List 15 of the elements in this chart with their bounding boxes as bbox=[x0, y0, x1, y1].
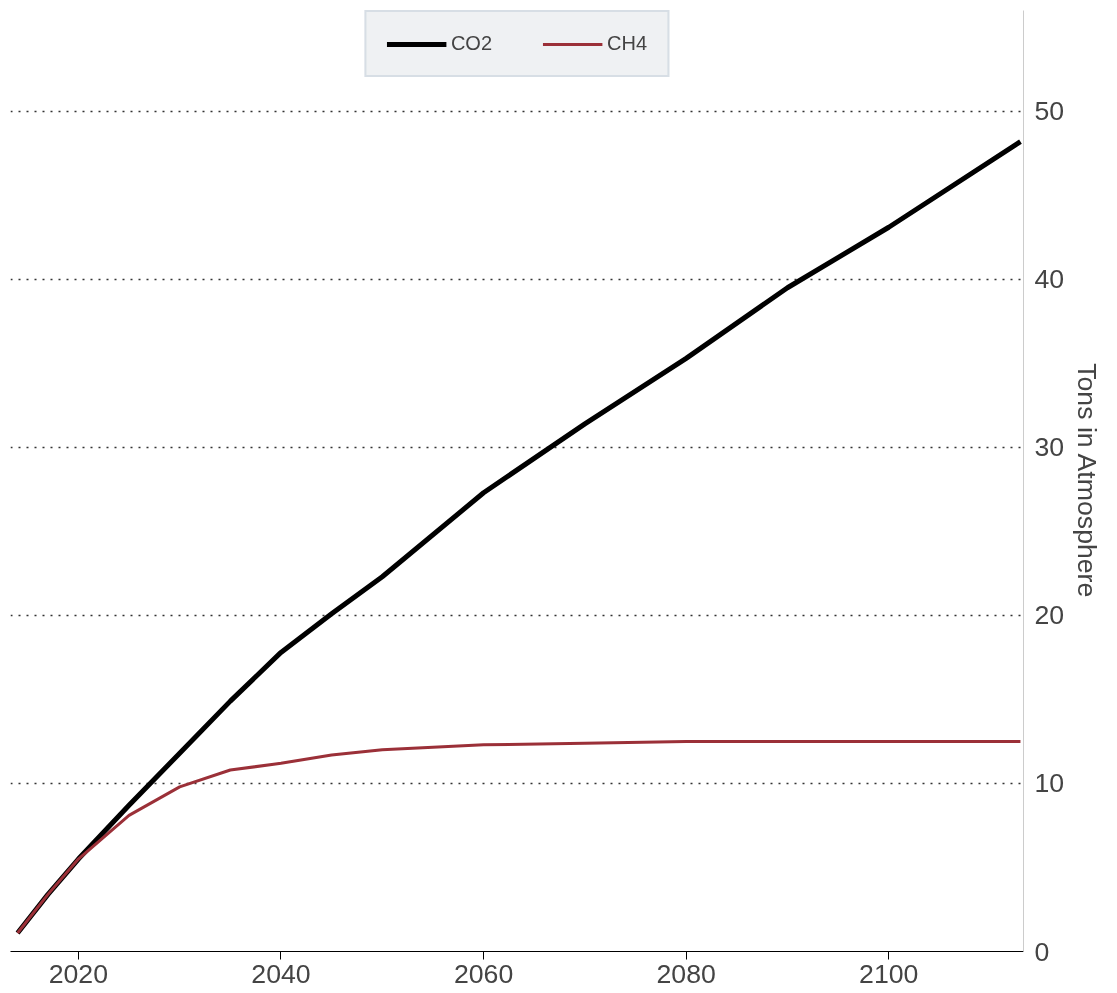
y-tick-label: 10 bbox=[1034, 768, 1065, 799]
x-tick-label: 2060 bbox=[453, 958, 514, 989]
x-tick-label: 2080 bbox=[656, 958, 716, 989]
y2-axis-title: Tons in Atmosphere bbox=[1072, 363, 1103, 598]
x-tick-label: 2100 bbox=[859, 958, 919, 989]
legend-label: CO2 bbox=[450, 32, 493, 55]
x-tick-label: 2040 bbox=[251, 958, 311, 989]
y-tick-label: 50 bbox=[1034, 96, 1065, 127]
x-tick-label: 2020 bbox=[48, 958, 109, 989]
y-tick-label: 30 bbox=[1034, 432, 1065, 463]
y-tick-label: 0 bbox=[1034, 936, 1050, 967]
y-tick-label: 20 bbox=[1034, 600, 1065, 631]
y-tick-label: 40 bbox=[1034, 264, 1065, 295]
legend-label: CH4 bbox=[607, 32, 648, 55]
line-series bbox=[16, 739, 1022, 935]
